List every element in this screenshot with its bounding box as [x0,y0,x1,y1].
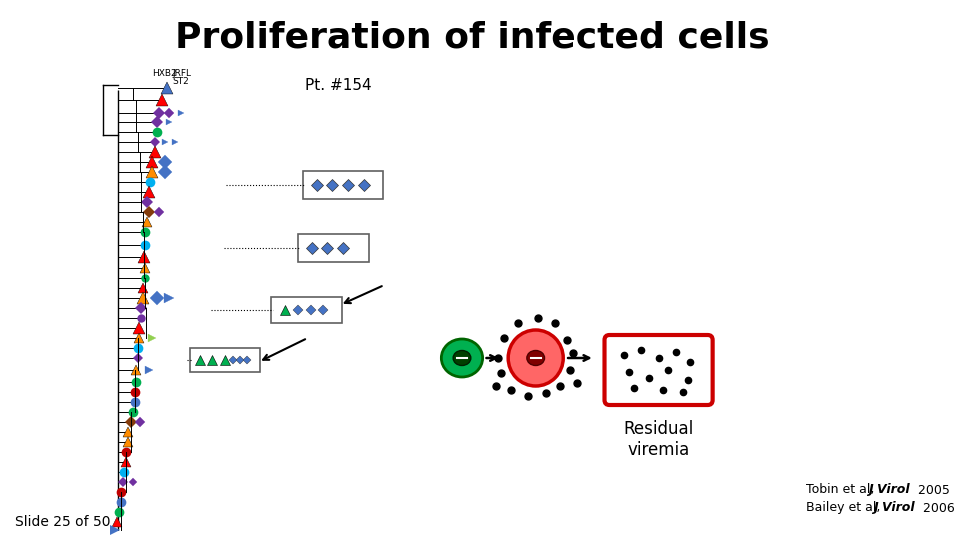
FancyBboxPatch shape [302,171,383,199]
Ellipse shape [453,350,470,366]
Text: J Virol: J Virol [873,502,915,515]
FancyBboxPatch shape [298,234,369,262]
FancyBboxPatch shape [272,297,342,323]
Text: Pt. #154: Pt. #154 [304,78,372,92]
Text: Residual
viremia: Residual viremia [623,420,694,459]
Text: Bailey et al,: Bailey et al, [806,502,884,515]
Text: Slide 25 of 50: Slide 25 of 50 [14,515,110,529]
FancyBboxPatch shape [605,335,712,405]
Text: Tobin et al,: Tobin et al, [806,483,878,496]
Text: 2005: 2005 [914,483,950,496]
FancyBboxPatch shape [190,348,260,372]
Text: 2006: 2006 [919,502,955,515]
Ellipse shape [442,339,483,377]
Text: ST2: ST2 [172,77,189,85]
Text: HXB2: HXB2 [153,70,177,78]
Ellipse shape [527,350,544,366]
Circle shape [508,330,564,386]
Text: JRFL: JRFL [172,70,191,78]
Text: J Virol: J Virol [868,483,909,496]
Text: Proliferation of infected cells: Proliferation of infected cells [175,21,769,55]
